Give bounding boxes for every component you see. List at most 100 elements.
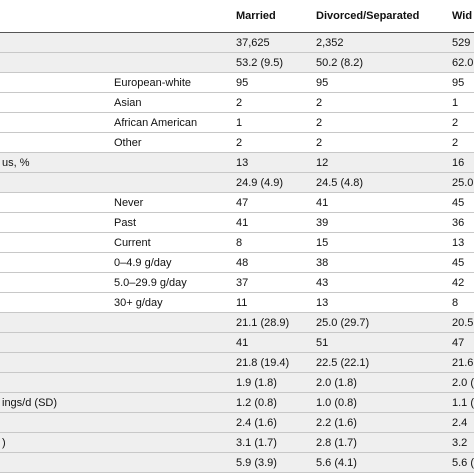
cell-value: Wid	[452, 10, 473, 22]
cell-value: 48	[236, 256, 249, 269]
cell-value: 1.1 (	[452, 396, 474, 409]
header-row: Married Divorced/Separated Wid	[0, 0, 474, 33]
table-row: Past 41 39 36	[0, 213, 474, 233]
cell-value: 5.9 (3.9)	[236, 456, 277, 469]
table-row: ings/d (SD) 1.2 (0.8) 1.0 (0.8) 1.1 (	[0, 393, 474, 413]
cell-value: 20.5	[452, 316, 474, 329]
cell-value: 2	[236, 96, 243, 109]
cell-value: 37,625	[236, 36, 270, 49]
cell-value: 45	[452, 256, 465, 269]
cell-value: 13	[236, 156, 249, 169]
table-row: us, % 13 12 16	[0, 153, 474, 173]
row-label: Past	[114, 216, 137, 229]
row-label: Current	[114, 236, 151, 249]
cell-value: 37	[236, 276, 249, 289]
table-row: Asian 2 2 1	[0, 93, 474, 113]
table-row: 21.8 (19.4) 22.5 (22.1) 21.6	[0, 353, 474, 373]
row-label: Asian	[114, 96, 142, 109]
cell-value: 2.8 (1.7)	[316, 436, 357, 449]
cell-value: 12	[316, 156, 329, 169]
cell-value: 2,352	[316, 36, 344, 49]
cell-value: 2	[236, 136, 243, 149]
row-label: Never	[114, 196, 144, 209]
cell-value: 2.0 (	[452, 376, 474, 389]
cell-value: 2.4	[452, 416, 468, 429]
cell-value: 39	[316, 216, 329, 229]
cell-value: 2	[316, 136, 323, 149]
table-row: 5.9 (3.9) 5.6 (4.1) 5.6 (	[0, 453, 474, 473]
table-row: Never 47 41 45	[0, 193, 474, 213]
cell-value: 16	[452, 156, 465, 169]
row-label: Other	[114, 136, 142, 149]
cell-value: 53.2 (9.5)	[236, 56, 284, 69]
cell-value: 529	[452, 36, 471, 49]
cell-value: 1.9 (1.8)	[236, 376, 277, 389]
cell-value: 1	[452, 96, 459, 109]
table-row: African American 1 2 2	[0, 113, 474, 133]
cell-value: 3.1 (1.7)	[236, 436, 277, 449]
cell-value: 41	[316, 196, 329, 209]
cell-value: 13	[452, 236, 465, 249]
row-label: us, %	[2, 156, 30, 169]
cell-value: 43	[316, 276, 329, 289]
cell-value: 2.0 (1.8)	[316, 376, 357, 389]
cell-value: Divorced/Separated	[316, 10, 420, 22]
table-row: 37,625 2,352 529	[0, 33, 474, 53]
cell-value: 2.4 (1.6)	[236, 416, 277, 429]
cell-value: 62.0	[452, 56, 474, 69]
row-label: 30+ g/day	[114, 296, 163, 309]
row-label: African American	[114, 116, 198, 129]
cell-value: 2	[452, 136, 459, 149]
table-row: 41 51 47	[0, 333, 474, 353]
cell-value: Married	[236, 10, 276, 22]
row-label: 0–4.9 g/day	[114, 256, 172, 269]
cell-value: 45	[452, 196, 465, 209]
table-row: 53.2 (9.5) 50.2 (8.2) 62.0	[0, 53, 474, 73]
cell-value: 24.9 (4.9)	[236, 176, 284, 189]
table-row: 30+ g/day 11 13 8	[0, 293, 474, 313]
row-label: European-white	[114, 76, 192, 89]
cell-value: 47	[452, 336, 465, 349]
table-row: Other 2 2 2	[0, 133, 474, 153]
row-label: )	[2, 436, 6, 449]
table-row: 24.9 (4.9) 24.5 (4.8) 25.0	[0, 173, 474, 193]
cell-value: 95	[236, 76, 249, 89]
cell-value: 36	[452, 216, 465, 229]
cell-value: 21.1 (28.9)	[236, 316, 290, 329]
cell-value: 5.6 (	[452, 456, 474, 469]
cell-value: 42	[452, 276, 465, 289]
cell-value: 50.2 (8.2)	[316, 56, 364, 69]
cell-value: 21.8 (19.4)	[236, 356, 290, 369]
cell-value: 8	[452, 296, 459, 309]
cell-value: 2.2 (1.6)	[316, 416, 357, 429]
row-label: 5.0–29.9 g/day	[114, 276, 187, 289]
cell-value: 13	[316, 296, 329, 309]
cell-value: 15	[316, 236, 329, 249]
cell-value: 11	[236, 296, 248, 309]
table-row: 5.0–29.9 g/day 37 43 42	[0, 273, 474, 293]
table-row: 0–4.9 g/day 48 38 45	[0, 253, 474, 273]
row-label: ings/d (SD)	[2, 396, 58, 409]
cell-value: 1	[236, 116, 243, 129]
table-row: 1.9 (1.8) 2.0 (1.8) 2.0 (	[0, 373, 474, 393]
cell-value: 2	[316, 116, 323, 129]
cell-value: 2	[452, 116, 459, 129]
cell-value: 38	[316, 256, 329, 269]
cell-value: 51	[316, 336, 329, 349]
cell-value: 8	[236, 236, 243, 249]
cell-value: 1.0 (0.8)	[316, 396, 357, 409]
cell-value: 95	[452, 76, 465, 89]
table-row: ) 3.1 (1.7) 2.8 (1.7) 3.2	[0, 433, 474, 453]
table-row: 2.4 (1.6) 2.2 (1.6) 2.4	[0, 413, 474, 433]
cell-value: 22.5 (22.1)	[316, 356, 370, 369]
cell-value: 5.6 (4.1)	[316, 456, 357, 469]
table-row: Current 8 15 13	[0, 233, 474, 253]
cell-value: 24.5 (4.8)	[316, 176, 364, 189]
table-row: European-white 95 95 95	[0, 73, 474, 93]
table-row: 21.1 (28.9) 25.0 (29.7) 20.5	[0, 313, 474, 333]
cell-value: 25.0	[452, 176, 474, 189]
cell-value: 2	[316, 96, 323, 109]
cell-value: 1.2 (0.8)	[236, 396, 277, 409]
